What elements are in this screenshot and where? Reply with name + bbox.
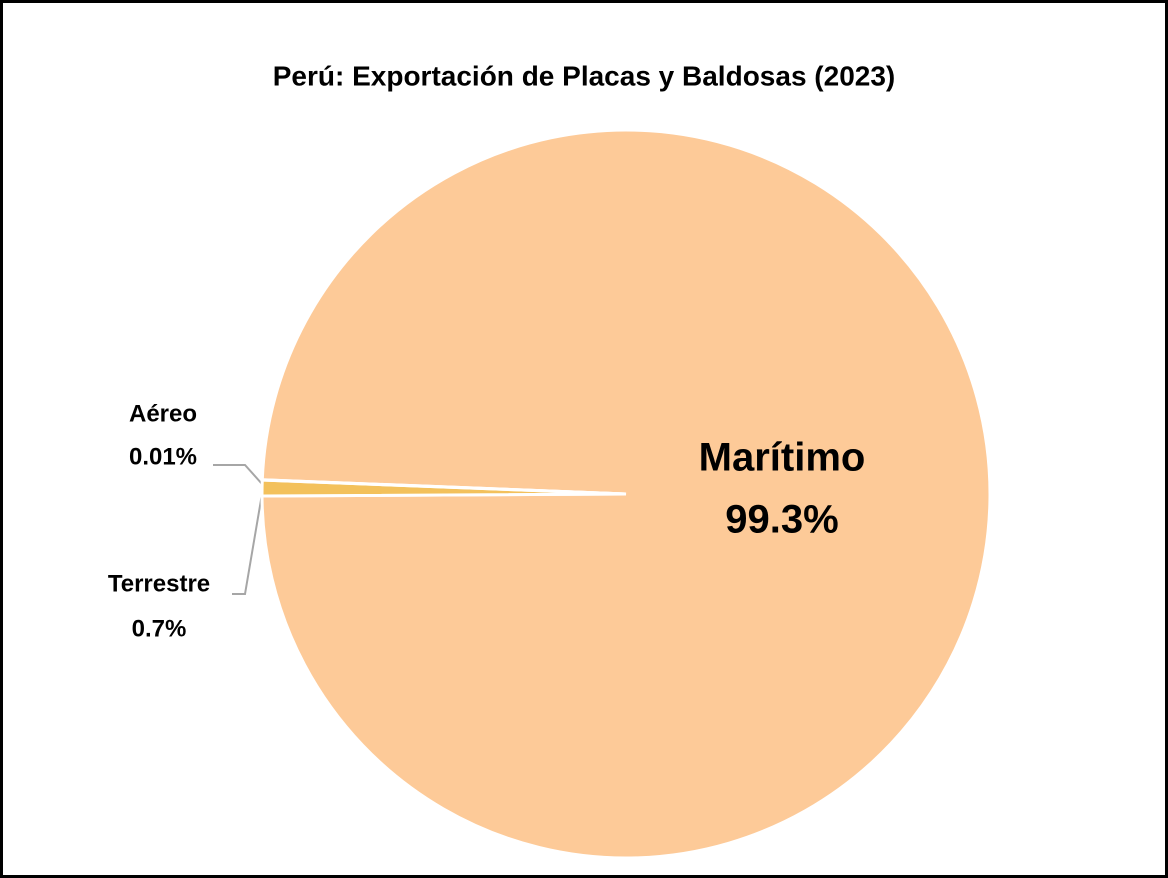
slice-value-label: 0.7% — [132, 615, 187, 642]
slice-label: Aéreo — [129, 400, 197, 427]
leader-line — [232, 493, 263, 595]
slice-label: Marítimo — [699, 436, 866, 480]
slice-value-label: 0.01% — [129, 443, 197, 470]
slice-value-label: 99.3% — [725, 498, 838, 542]
pie-slice — [260, 478, 627, 496]
leader-line — [213, 464, 263, 485]
chart-title: Perú: Exportación de Placas y Baldosas (… — [273, 60, 895, 91]
slice-label: Terrestre — [108, 570, 210, 597]
